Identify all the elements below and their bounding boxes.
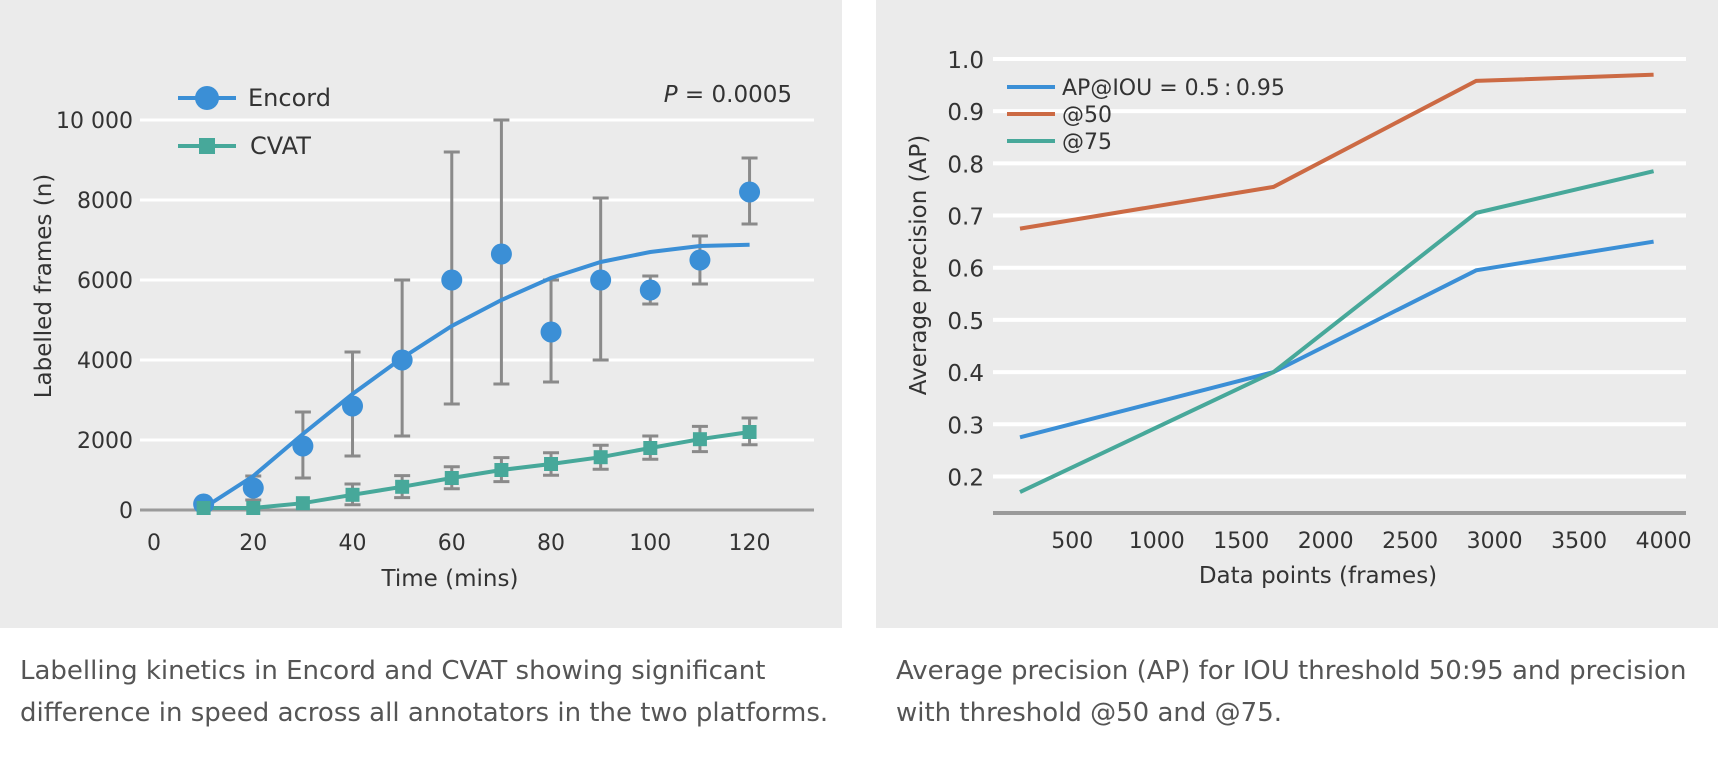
x-tick-label: 2000 [1298, 529, 1354, 554]
figure-caption-right: Average precision (AP) for IOU threshold… [896, 656, 1687, 728]
y-tick-label: 10 000 [56, 109, 133, 134]
cvat-data-point [444, 471, 459, 485]
x-tick-label: 60 [438, 531, 466, 556]
cvat-data-point [742, 425, 757, 439]
p-value-annotation: P = 0.0005 [664, 82, 792, 108]
chart-panel-labelling-kinetics: 0 2000 4000 6000 8000 10 000 0 20 40 60 80 100 120 Ti… [0, 0, 842, 628]
cvat-data-point [295, 496, 310, 511]
legend-label: @75 [1062, 130, 1112, 155]
x-axis-label: Data points (frames) [1199, 563, 1437, 589]
y-tick-label: 0.4 [947, 361, 984, 387]
encord-data-point [689, 249, 711, 271]
encord-data-point [342, 395, 364, 417]
figure-caption-left: Labelling kinetics in Encord and CVAT sh… [20, 656, 829, 728]
cvat-data-point [345, 487, 360, 502]
series-line [1019, 72, 1654, 231]
cvat-data-point [544, 457, 559, 471]
x-tick-label: 3000 [1467, 529, 1523, 554]
x-axis-label: Time (mins) [381, 566, 519, 592]
x-tick-label: 120 [729, 531, 771, 556]
cvat-data-point [246, 501, 261, 515]
y-tick-label: 1.0 [947, 48, 984, 74]
cvat-data-point [494, 463, 509, 477]
cvat-data-point [196, 501, 211, 515]
chart-panel-average-precision: 0.2 0.3 0.4 0.5 0.6 0.7 0.8 0.9 1.0 500 1000 1500 20… [876, 0, 1718, 628]
y-tick-label: 0 [119, 499, 133, 524]
y-tick-label: 0.7 [947, 205, 984, 231]
x-tick-label: 500 [1051, 529, 1093, 554]
encord-data-point [391, 349, 413, 371]
x-tick-label: 4000 [1636, 529, 1692, 554]
encord-data-point [242, 477, 264, 499]
labelling-kinetics-chart: 0 2000 4000 6000 8000 10 000 0 20 40 60 80 100 120 Ti… [31, 82, 814, 592]
encord-data-point [292, 435, 314, 457]
y-tick-label: 0.9 [947, 100, 984, 126]
legend-encord-marker [195, 86, 219, 110]
y-tick-label: 6000 [77, 269, 133, 294]
x-tick-label: 80 [537, 531, 565, 556]
y-tick-label: 8000 [77, 189, 133, 214]
y-tick-label: 2000 [77, 429, 133, 454]
legend-cvat-label: CVAT [250, 132, 311, 160]
cvat-data-point [692, 432, 707, 447]
y-axis-label: Average precision (AP) [906, 135, 932, 395]
x-tick-label: 40 [339, 531, 367, 556]
y-tick-label: 0.2 [947, 465, 984, 491]
y-tick-label: 0.6 [947, 257, 984, 283]
y-tick-label: 0.5 [947, 309, 984, 335]
series-line [1019, 239, 1654, 440]
cvat-data-point [643, 441, 658, 455]
x-tick-label: 1000 [1129, 529, 1185, 554]
x-tick-label: 0 [147, 531, 161, 556]
legend-encord-label: Encord [248, 84, 331, 112]
series-line [1019, 169, 1655, 494]
y-axis-label: Labelled frames (n) [31, 174, 57, 399]
y-tick-label: 0.8 [947, 152, 984, 178]
encord-fit-curve [202, 242, 750, 510]
x-tick-label: 100 [629, 531, 671, 556]
cvat-data-point [593, 450, 608, 465]
legend-cvat-marker [199, 138, 215, 154]
y-tick-label: 4000 [77, 349, 133, 374]
cvat-line [203, 430, 750, 510]
encord-data-point [490, 243, 512, 265]
encord-data-point [441, 269, 463, 291]
x-tick-label: 1500 [1213, 529, 1269, 554]
cvat-data-point [395, 479, 410, 494]
encord-data-point [540, 321, 562, 343]
legend-label: AP@IOU = 0.5 : 0.95 [1062, 76, 1285, 101]
legend-label: @50 [1062, 103, 1112, 128]
encord-data-point [739, 181, 761, 203]
x-tick-label: 20 [239, 531, 267, 556]
average-precision-chart: 0.2 0.3 0.4 0.5 0.6 0.7 0.8 0.9 1.0 500 1000 1500 20… [906, 48, 1692, 589]
encord-data-point [590, 269, 612, 291]
encord-data-point [639, 279, 661, 301]
y-tick-label: 0.3 [947, 413, 984, 439]
x-tick-label: 3500 [1551, 529, 1607, 554]
x-tick-label: 2500 [1382, 529, 1438, 554]
